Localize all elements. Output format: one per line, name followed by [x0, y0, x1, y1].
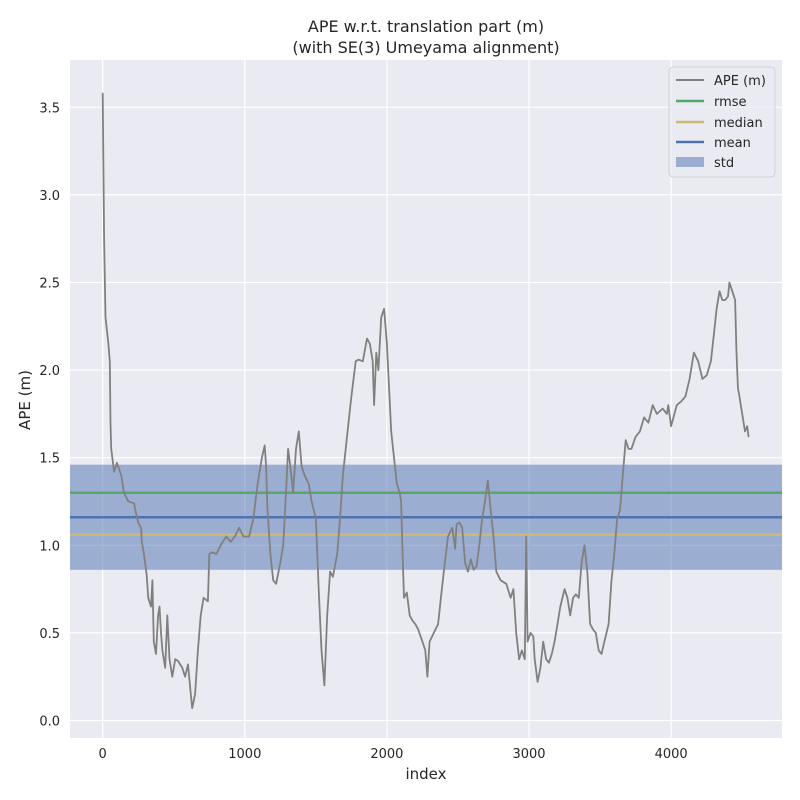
- x-axis-label: index: [405, 765, 446, 783]
- legend-label-ape: APE (m): [714, 74, 766, 89]
- x-tick-label: 1000: [228, 747, 261, 762]
- legend-label-std: std: [714, 156, 734, 171]
- y-tick-label: 0.0: [39, 714, 60, 729]
- y-tick-label: 3.5: [39, 101, 60, 116]
- x-tick-label: 3000: [512, 747, 545, 762]
- y-tick-label: 1.0: [39, 539, 60, 554]
- y-tick-label: 0.5: [39, 627, 60, 642]
- x-tick-labels: 0 1000 2000 3000 4000: [99, 747, 688, 762]
- ape-series-line: [101, 93, 750, 710]
- legend-box: [668, 66, 776, 178]
- x-tick-label: 0: [99, 747, 107, 762]
- legend: APE (m) rmse median mean std: [668, 66, 776, 178]
- y-tick-label: 2.0: [39, 364, 60, 379]
- x-tick-label: 2000: [370, 747, 403, 762]
- y-tick-labels: 0.0 0.5 1.0 1.5 2.0 2.5 3.0 3.5: [39, 101, 60, 729]
- y-axis-label: APE (m): [16, 370, 34, 430]
- y-tick-label: 1.5: [39, 452, 60, 467]
- legend-swatch-std: [676, 157, 704, 167]
- plot-area: [70, 60, 782, 738]
- chart-title: APE w.r.t. translation part (m): [308, 17, 544, 36]
- legend-label-mean: mean: [714, 136, 751, 151]
- y-tick-label: 2.5: [39, 276, 60, 291]
- y-tick-label: 3.0: [39, 189, 60, 204]
- chart-subtitle: (with SE(3) Umeyama alignment): [292, 38, 559, 57]
- x-tick-label: 4000: [655, 747, 688, 762]
- legend-label-rmse: rmse: [714, 95, 747, 110]
- legend-label-median: median: [714, 116, 763, 131]
